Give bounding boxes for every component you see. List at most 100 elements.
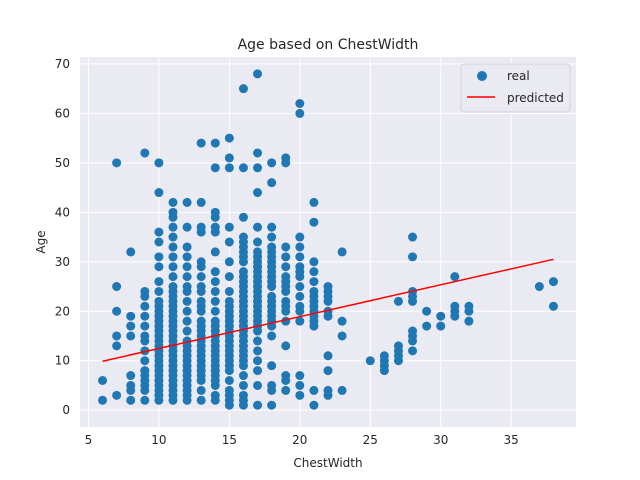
data-point [112, 158, 122, 168]
data-point [224, 296, 234, 306]
data-point [98, 395, 108, 405]
data-point [196, 395, 206, 405]
data-point [210, 316, 220, 326]
data-point [309, 197, 319, 207]
data-point [253, 366, 263, 376]
data-point [436, 311, 446, 321]
data-point [253, 247, 263, 257]
data-point [210, 163, 220, 173]
data-point [182, 316, 192, 326]
data-point [224, 153, 234, 163]
data-point [295, 390, 305, 400]
regression-line [102, 258, 554, 362]
data-point [126, 331, 136, 341]
data-point [224, 163, 234, 173]
data-point [140, 311, 150, 321]
legend: real predicted [460, 63, 571, 113]
legend-frame [460, 63, 571, 113]
data-point [253, 69, 263, 79]
data-point [281, 242, 291, 252]
data-point [295, 242, 305, 252]
data-point [98, 376, 108, 386]
data-point [238, 267, 248, 277]
data-point [112, 306, 122, 316]
data-point [281, 153, 291, 163]
data-point [379, 351, 389, 361]
x-tick-label: 5 [85, 433, 93, 447]
data-point [408, 232, 418, 242]
data-point [267, 222, 277, 232]
data-point [337, 385, 347, 395]
data-point [267, 232, 277, 242]
legend-marker-real [477, 71, 487, 81]
data-point [126, 321, 136, 331]
data-point [309, 257, 319, 267]
data-point [210, 267, 220, 277]
data-point [295, 98, 305, 108]
data-point [182, 242, 192, 252]
data-point [126, 380, 136, 390]
data-point [210, 247, 220, 257]
data-point [253, 188, 263, 198]
data-point [182, 252, 192, 262]
x-tick-labels: 5 10 15 20 25 30 35 [85, 433, 519, 447]
predicted-line [102, 258, 554, 362]
data-point [210, 296, 220, 306]
data-point [210, 207, 220, 217]
data-point [182, 282, 192, 292]
data-point [140, 395, 150, 405]
data-point [450, 272, 460, 282]
data-point [168, 272, 178, 282]
data-point [140, 331, 150, 341]
data-point [224, 237, 234, 247]
data-point [295, 371, 305, 381]
data-point [140, 346, 150, 356]
data-point [253, 400, 263, 410]
data-point [281, 371, 291, 381]
data-point [126, 247, 136, 257]
data-point [126, 371, 136, 381]
data-point [238, 380, 248, 390]
data-point [196, 222, 206, 232]
data-point [253, 356, 263, 366]
data-point [534, 282, 544, 292]
x-tick-label: 30 [433, 433, 448, 447]
data-point [281, 385, 291, 395]
data-point [267, 291, 277, 301]
data-point [210, 286, 220, 296]
data-point [196, 138, 206, 148]
data-point [210, 277, 220, 287]
y-axis-title: Age [34, 230, 48, 253]
y-tick-label: 70 [55, 57, 70, 71]
data-point [267, 331, 277, 341]
data-point [196, 257, 206, 267]
data-point [309, 277, 319, 287]
data-point [548, 277, 558, 287]
data-point [337, 247, 347, 257]
y-tick-label: 0 [62, 403, 70, 417]
data-point [154, 227, 164, 237]
data-point [337, 316, 347, 326]
data-point [154, 296, 164, 306]
data-point [154, 188, 164, 198]
y-tick-label: 60 [55, 106, 70, 120]
data-point [224, 272, 234, 282]
data-point [238, 390, 248, 400]
y-tick-label: 30 [55, 255, 70, 269]
data-point [168, 232, 178, 242]
data-point [253, 148, 263, 158]
data-point [182, 272, 192, 282]
x-axis-title: ChestWidth [293, 456, 362, 470]
data-point [309, 286, 319, 296]
data-point [168, 222, 178, 232]
y-tick-label: 40 [55, 205, 70, 219]
data-point [224, 257, 234, 267]
data-point [253, 380, 263, 390]
data-point [295, 301, 305, 311]
data-point [267, 400, 277, 410]
data-point [253, 346, 263, 356]
data-point [323, 385, 333, 395]
data-point [281, 262, 291, 272]
data-point [295, 252, 305, 262]
data-point [210, 138, 220, 148]
